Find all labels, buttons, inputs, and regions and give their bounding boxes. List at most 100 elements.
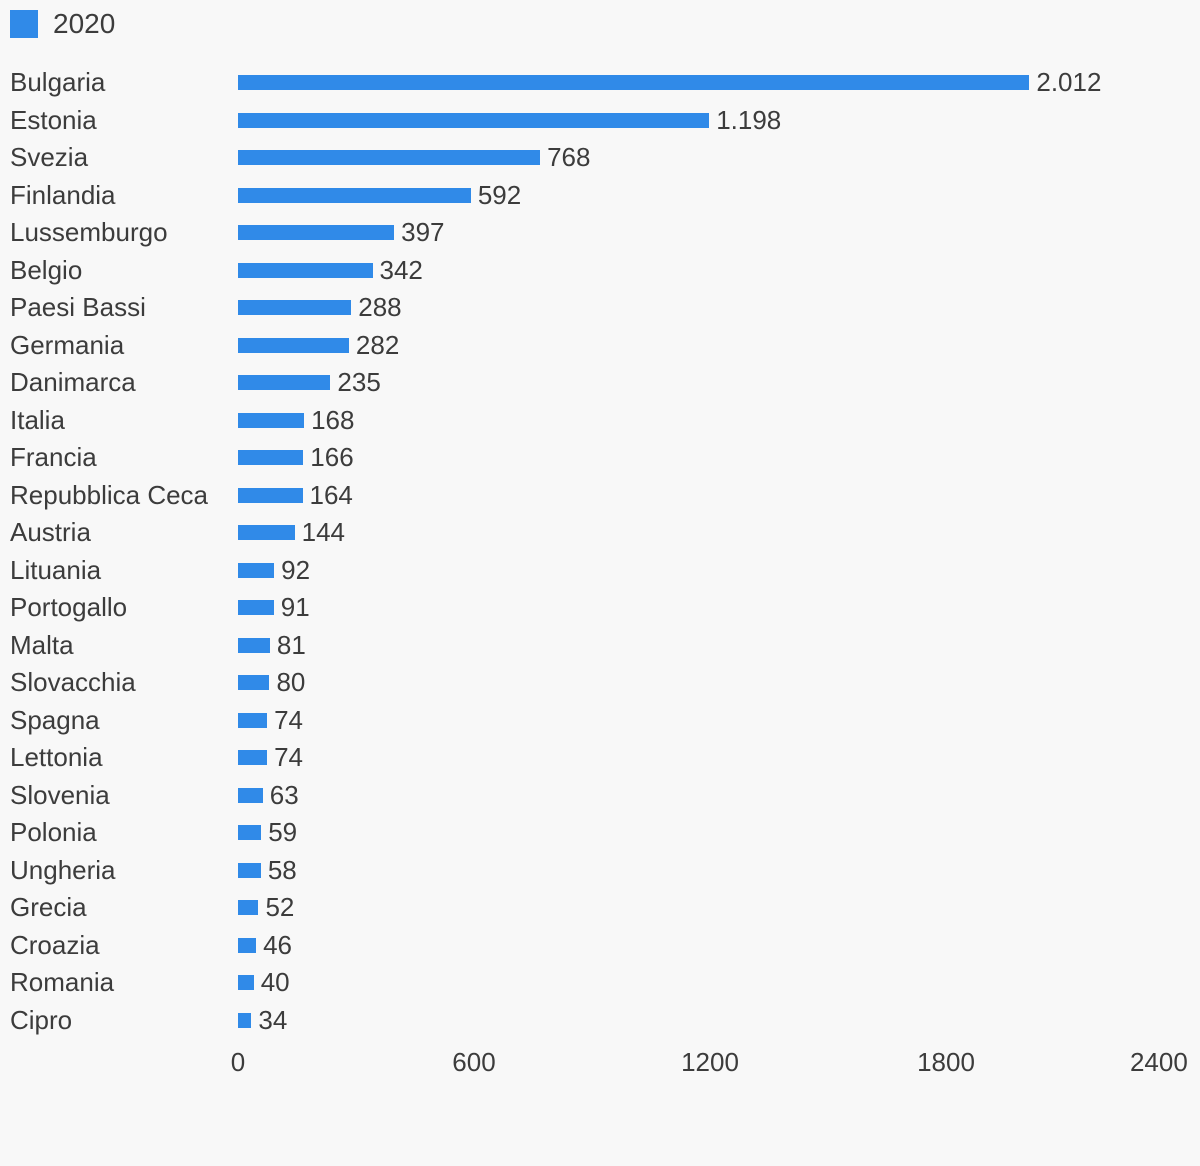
bar-track: 235 (238, 364, 1182, 402)
bar[interactable] (238, 900, 259, 916)
chart-row: Svezia 768 (10, 139, 1200, 177)
x-axis-tick-label: 600 (452, 1047, 496, 1077)
bar[interactable] (238, 187, 471, 203)
category-label: Svezia (10, 142, 89, 172)
x-axis-tick-label: 1200 (681, 1047, 739, 1077)
bar[interactable] (238, 487, 303, 503)
chart-row: Danimarca 235 (10, 364, 1200, 402)
bar-track: 74 (238, 739, 1182, 777)
bar[interactable] (238, 937, 257, 953)
bar[interactable] (238, 787, 263, 803)
category-label: Polonia (10, 817, 97, 847)
category-label: Italia (10, 404, 65, 435)
value-label: 342 (379, 254, 423, 285)
bar-track: 342 (238, 252, 1182, 290)
value-label: 168 (311, 404, 355, 435)
category-label: Spagna (10, 704, 100, 735)
chart-row: Croazia 46 (10, 927, 1200, 965)
category-label: Danimarca (10, 367, 136, 397)
bar-track: 397 (238, 214, 1182, 252)
legend[interactable]: 2020 (10, 10, 1200, 38)
value-label: 46 (263, 929, 292, 960)
chart-row: Cipro 34 (10, 1002, 1200, 1040)
legend-swatch-icon (10, 10, 38, 38)
bar[interactable] (238, 825, 262, 841)
value-label: 34 (258, 1004, 288, 1035)
bar[interactable] (238, 1012, 252, 1028)
chart-row: Belgio 342 (10, 252, 1200, 290)
value-label: 164 (309, 479, 353, 510)
bar[interactable] (238, 525, 295, 541)
bar-track: 58 (238, 852, 1182, 890)
bar[interactable] (238, 412, 305, 428)
chart-row: Grecia 52 (10, 889, 1200, 927)
bar-track: 168 (238, 402, 1182, 440)
bar[interactable] (238, 337, 349, 353)
value-label: 52 (265, 892, 295, 923)
chart-row: Bulgaria 2.012 (10, 64, 1200, 102)
category-label: Slovacchia (10, 667, 136, 697)
bar[interactable] (238, 750, 268, 766)
bar[interactable] (238, 862, 261, 878)
category-label: Repubblica Ceca (10, 479, 209, 510)
value-label: 92 (281, 554, 311, 585)
bar-track: 768 (238, 139, 1182, 177)
value-label: 40 (260, 967, 290, 998)
bar[interactable] (238, 375, 331, 391)
bar-track: 592 (238, 177, 1182, 215)
category-label: Austria (10, 517, 91, 547)
category-label: Finlandia (10, 179, 116, 210)
plot-area: Bulgaria 2.012 Estonia 1.198 Svezia 768 Finlan… (10, 64, 1200, 1039)
bar[interactable] (238, 712, 268, 728)
bar-track: 144 (238, 514, 1182, 552)
bar-track: 59 (238, 814, 1182, 852)
value-label: 592 (477, 179, 522, 210)
bar[interactable] (238, 150, 541, 166)
value-label: 74 (274, 742, 304, 773)
chart-row: Italia 168 (10, 402, 1200, 440)
chart-row: Lituania 92 (10, 552, 1200, 590)
value-label: 282 (355, 329, 400, 360)
bar[interactable] (238, 300, 352, 316)
x-axis-tick-label: 0 (230, 1047, 246, 1077)
chart-row: Lussemburgo 397 (10, 214, 1200, 252)
bar[interactable] (238, 225, 395, 241)
chart-row: Francia 166 (10, 439, 1200, 477)
bar[interactable] (238, 75, 1030, 91)
category-label: Grecia (10, 892, 87, 922)
x-axis: 0 600 1200 1800 2400 (10, 1045, 1200, 1079)
legend-label: 2020 (53, 8, 116, 39)
value-label: 2.012 (1036, 67, 1102, 98)
bar[interactable] (238, 562, 275, 578)
bar[interactable] (238, 637, 270, 653)
category-label: Malta (10, 629, 74, 660)
category-label: Germania (10, 329, 125, 360)
category-label: Estonia (10, 104, 97, 135)
chart-row: Slovenia 63 (10, 777, 1200, 815)
bar[interactable] (238, 675, 270, 691)
bar[interactable] (238, 262, 373, 278)
bar-track: 2.012 (238, 64, 1182, 102)
chart-row: Spagna 74 (10, 702, 1200, 740)
bar[interactable] (238, 975, 254, 991)
bar-track: 34 (238, 1002, 1182, 1040)
value-label: 74 (274, 704, 304, 735)
value-label: 235 (337, 367, 381, 398)
bar[interactable] (238, 112, 710, 128)
x-axis-spacer (10, 1045, 238, 1079)
category-label: Bulgaria (10, 67, 106, 97)
bar[interactable] (238, 450, 304, 466)
value-label: 768 (547, 142, 591, 173)
chart-row: Polonia 59 (10, 814, 1200, 852)
chart-row: Lettonia 74 (10, 739, 1200, 777)
chart-row: Paesi Bassi 288 (10, 289, 1200, 327)
category-label: Ungheria (10, 854, 116, 885)
bar-track: 92 (238, 552, 1182, 590)
bar-track: 91 (238, 589, 1182, 627)
value-label: 81 (276, 629, 306, 660)
bar-track: 46 (238, 927, 1182, 965)
value-label: 397 (401, 217, 445, 248)
x-axis-tick-label: 1800 (917, 1047, 975, 1077)
value-label: 91 (280, 592, 310, 623)
bar[interactable] (238, 600, 274, 616)
